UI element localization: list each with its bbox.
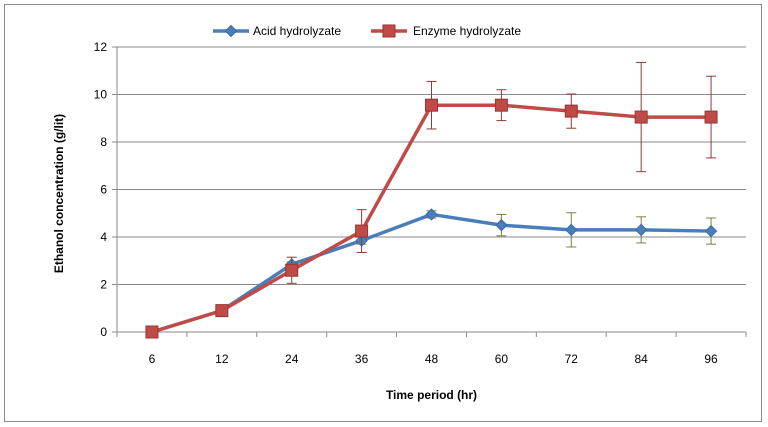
data-point-square bbox=[494, 98, 508, 112]
legend-marker-square bbox=[382, 24, 396, 38]
data-point-square bbox=[634, 110, 648, 124]
series-line bbox=[151, 212, 712, 334]
legend-label: Acid hydrolyzate bbox=[253, 24, 341, 38]
x-axis-title: Time period (hr) bbox=[386, 388, 477, 402]
data-point-square bbox=[564, 104, 578, 118]
y-tick-labels: 0 2 4 6 8 10 12 bbox=[94, 40, 108, 339]
legend-item-enzyme: Enzyme hydrolyzate bbox=[371, 24, 521, 38]
y-tick-label: 2 bbox=[100, 278, 107, 292]
data-point-square bbox=[285, 263, 299, 277]
x-tick-label: 24 bbox=[285, 352, 299, 366]
x-tick-label: 48 bbox=[425, 352, 439, 366]
x-tick-label: 72 bbox=[565, 352, 579, 366]
data-point-diamond bbox=[634, 223, 648, 237]
data-point-square bbox=[704, 110, 718, 124]
series-enzyme bbox=[145, 61, 718, 339]
data-point-diamond bbox=[565, 223, 578, 237]
data-point-diamond bbox=[704, 224, 718, 238]
data-point-square bbox=[425, 98, 438, 112]
legend: Acid hydrolyzate Enzyme hydrolyzate bbox=[213, 24, 521, 38]
chart-frame: 0 2 4 6 8 10 12 6 12 24 36 48 60 72 84 96 Acid hydroly… bbox=[4, 4, 762, 422]
y-axis-title: Ethanol concentration (g/lit) bbox=[52, 114, 66, 273]
x-tick-label: 96 bbox=[704, 352, 718, 366]
x-tick-label: 12 bbox=[215, 352, 229, 366]
y-tick-label: 8 bbox=[100, 135, 107, 149]
legend-marker-diamond bbox=[224, 24, 238, 38]
data-point-diamond bbox=[495, 218, 508, 232]
series-layer bbox=[145, 61, 718, 339]
y-tick-label: 12 bbox=[94, 40, 108, 54]
x-tick-label: 84 bbox=[634, 352, 648, 366]
x-tick-label: 36 bbox=[355, 352, 369, 366]
data-point-square bbox=[215, 304, 229, 318]
legend-label: Enzyme hydrolyzate bbox=[413, 24, 521, 38]
x-tick-label: 6 bbox=[149, 352, 156, 366]
x-tick-label: 60 bbox=[495, 352, 509, 366]
data-point-diamond bbox=[425, 208, 438, 221]
y-tick-label: 6 bbox=[100, 183, 107, 197]
data-point-square bbox=[355, 224, 369, 238]
x-tick-labels: 6 12 24 36 48 60 72 84 96 bbox=[149, 352, 718, 366]
y-tick-label: 0 bbox=[100, 325, 107, 339]
y-tick-label: 4 bbox=[100, 230, 107, 244]
legend-item-acid: Acid hydrolyzate bbox=[213, 24, 341, 38]
series-acid bbox=[145, 208, 718, 339]
axes bbox=[112, 46, 747, 337]
data-point-square bbox=[145, 325, 159, 339]
y-tick-label: 10 bbox=[94, 88, 108, 102]
